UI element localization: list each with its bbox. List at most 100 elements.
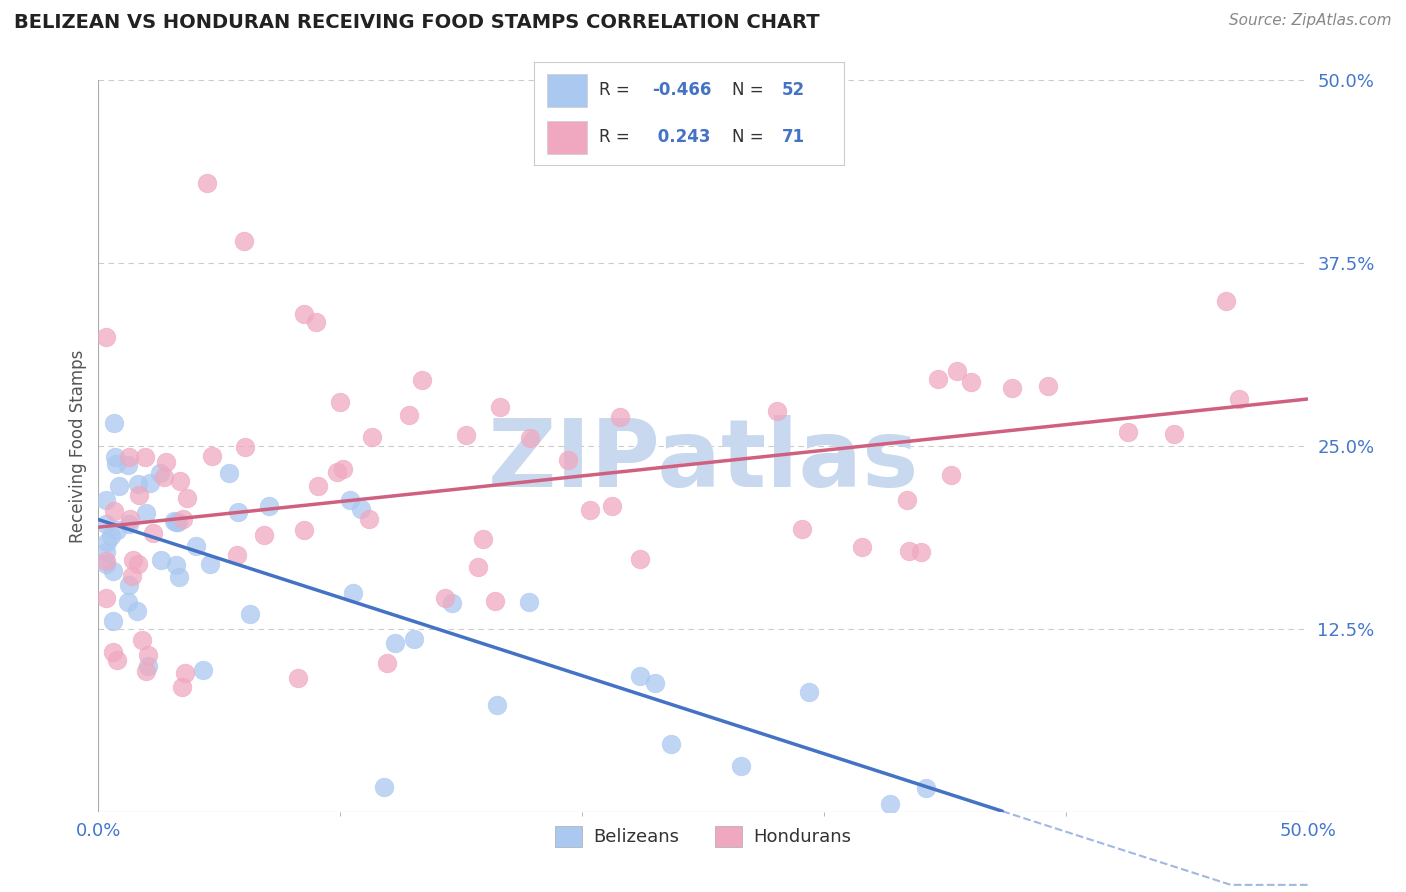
Point [375,656,398,670]
Point [326,465,349,479]
Point [960,375,983,389]
Point [411,373,433,387]
Point [628,669,651,683]
Point [94,545,117,559]
Point [191,663,214,677]
Point [165,558,187,572]
Point [384,636,406,650]
Point [142,526,165,541]
Point [104,450,127,464]
Point [257,499,280,513]
Point [122,553,145,567]
Point [765,404,787,418]
Text: N =: N = [733,128,769,146]
Point [100,528,122,542]
Point [118,516,141,531]
Point [659,738,682,752]
Point [103,504,125,518]
Point [517,595,540,609]
Point [402,632,425,646]
Point [339,492,361,507]
Text: R =: R = [599,128,636,146]
Point [927,372,949,386]
Legend: Belizeans, Hondurans: Belizeans, Hondurans [548,819,858,854]
Point [361,430,384,444]
Point [176,491,198,506]
Point [105,653,128,667]
Point [350,502,373,516]
Point [125,604,148,618]
Text: 71: 71 [782,128,804,146]
Point [287,671,309,685]
Point [851,540,873,554]
Point [484,594,506,608]
Point [121,569,143,583]
Point [218,466,240,480]
FancyBboxPatch shape [547,74,586,106]
Point [467,559,489,574]
Point [101,614,124,628]
Point [169,474,191,488]
Point [609,409,631,424]
Point [94,329,117,343]
Point [134,450,156,465]
Text: N =: N = [733,81,769,99]
Point [152,470,174,484]
Text: ZIPatlas: ZIPatlas [488,415,918,507]
Y-axis label: Receiving Food Stamps: Receiving Food Stamps [69,350,87,542]
Point [135,664,157,678]
Point [105,523,128,537]
Point [1227,392,1250,407]
Text: 52: 52 [782,81,804,99]
Point [173,665,195,680]
Point [118,450,141,465]
Point [155,455,177,469]
Point [127,476,149,491]
Point [131,632,153,647]
Point [440,596,463,610]
Point [915,781,938,796]
Point [485,698,508,712]
Point [107,478,129,492]
Point [897,544,920,558]
Point [373,780,395,794]
Text: Source: ZipAtlas.com: Source: ZipAtlas.com [1229,13,1392,29]
Point [1036,379,1059,393]
Point [939,468,962,483]
Point [305,315,328,329]
Point [226,505,249,519]
Point [628,551,651,566]
Point [896,493,918,508]
Point [644,675,666,690]
Point [357,512,380,526]
Point [294,524,316,538]
Point [292,307,315,321]
Point [170,680,193,694]
Point [332,461,354,475]
Point [139,475,162,490]
Point [117,595,139,609]
Point [519,431,541,445]
Point [195,176,218,190]
Point [910,545,932,559]
Point [945,364,967,378]
Point [118,512,141,526]
Point [166,515,188,529]
Text: R =: R = [599,81,636,99]
Point [127,557,149,571]
Point [1118,425,1140,440]
Point [150,553,173,567]
Point [600,499,623,513]
Point [94,591,117,605]
Point [557,452,579,467]
Point [103,416,125,430]
Point [101,564,124,578]
Point [454,428,477,442]
Point [94,516,117,531]
Point [471,532,494,546]
Point [433,591,456,605]
Point [94,554,117,568]
Point [136,659,159,673]
Point [94,557,117,571]
Point [233,440,256,454]
